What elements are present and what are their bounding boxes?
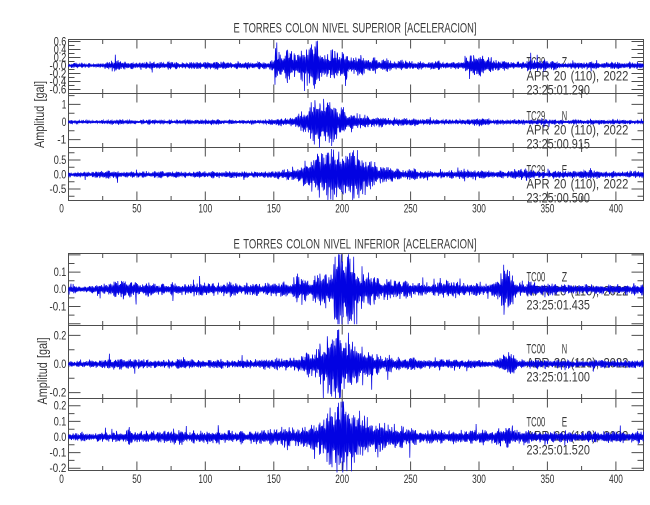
svg-text:50: 50 xyxy=(132,474,141,486)
svg-text:APR 20 (110), 2022: APR 20 (110), 2022 xyxy=(527,122,629,138)
svg-text:1: 1 xyxy=(62,99,67,111)
svg-text:Amplitud [gal]: Amplitud [gal] xyxy=(34,338,50,405)
svg-text:TC00: TC00 xyxy=(527,414,546,430)
svg-text:0.5: 0.5 xyxy=(54,155,67,167)
svg-text:23:25:00.915: 23:25:00.915 xyxy=(527,136,591,152)
svg-text:350: 350 xyxy=(541,203,555,215)
svg-text:100: 100 xyxy=(198,474,212,486)
svg-text:100: 100 xyxy=(198,203,212,215)
svg-text:-0.5: -0.5 xyxy=(50,184,67,196)
svg-text:23:25:00.500: 23:25:00.500 xyxy=(527,190,591,206)
svg-text:-0.1: -0.1 xyxy=(50,301,67,313)
svg-text:-1: -1 xyxy=(57,135,66,147)
svg-text:23:25:01.290: 23:25:01.290 xyxy=(527,82,591,98)
svg-text:-0.2: -0.2 xyxy=(50,463,67,475)
svg-text:0: 0 xyxy=(59,474,64,486)
svg-text:-0.4: -0.4 xyxy=(50,76,67,88)
svg-text:250: 250 xyxy=(404,474,418,486)
svg-text:-0.1: -0.1 xyxy=(50,448,67,460)
svg-text:Amplitud [gal]: Amplitud [gal] xyxy=(31,81,47,148)
svg-text:0.0: 0.0 xyxy=(54,284,67,296)
svg-text:N: N xyxy=(562,108,567,124)
svg-text:0.2: 0.2 xyxy=(54,52,67,64)
svg-text:0.1: 0.1 xyxy=(54,416,67,428)
svg-text:-0.2: -0.2 xyxy=(50,388,67,400)
svg-text:150: 150 xyxy=(267,203,281,215)
svg-text:200: 200 xyxy=(335,203,349,215)
svg-text:-0.0: -0.0 xyxy=(50,60,67,72)
svg-text:300: 300 xyxy=(472,474,486,486)
svg-text:-0.2: -0.2 xyxy=(50,68,67,80)
svg-text:50: 50 xyxy=(132,203,141,215)
svg-text:0.4: 0.4 xyxy=(54,44,67,56)
svg-text:0.0: 0.0 xyxy=(54,359,67,371)
svg-text:0.2: 0.2 xyxy=(54,401,67,413)
svg-text:-0.6: -0.6 xyxy=(50,84,67,96)
svg-text:N: N xyxy=(562,341,567,357)
svg-text:300: 300 xyxy=(472,203,486,215)
svg-text:23:25:01.520: 23:25:01.520 xyxy=(527,442,591,458)
svg-text:TC00: TC00 xyxy=(527,341,546,357)
svg-text:Z: Z xyxy=(562,54,568,70)
svg-text:E: E xyxy=(562,162,567,178)
svg-text:APR 20 (110), 2022: APR 20 (110), 2022 xyxy=(527,176,629,192)
svg-text:0.0: 0.0 xyxy=(54,432,67,444)
svg-text:350: 350 xyxy=(541,474,555,486)
svg-text:0.2: 0.2 xyxy=(54,330,67,342)
svg-text:400: 400 xyxy=(609,203,623,215)
svg-text:0.1: 0.1 xyxy=(54,267,67,279)
svg-text:E: E xyxy=(562,414,567,430)
svg-text:0.6: 0.6 xyxy=(54,36,67,48)
svg-text:400: 400 xyxy=(609,474,623,486)
svg-text:Z: Z xyxy=(562,269,568,285)
svg-text:0: 0 xyxy=(62,117,67,129)
svg-text:150: 150 xyxy=(267,474,281,486)
svg-text:TC00: TC00 xyxy=(527,269,546,285)
svg-text:250: 250 xyxy=(404,203,418,215)
svg-text:23:25:01.435: 23:25:01.435 xyxy=(527,297,591,313)
svg-text:200: 200 xyxy=(335,474,349,486)
svg-text:E TORRES COLON NIVEL SUPERIOR: E TORRES COLON NIVEL SUPERIOR [ACELERACI… xyxy=(234,20,477,36)
svg-text:APR 20 (110), 2022: APR 20 (110), 2022 xyxy=(527,68,629,84)
svg-text:0: 0 xyxy=(59,203,64,215)
svg-text:23:25:01.100: 23:25:01.100 xyxy=(527,369,591,385)
svg-text:E TORRES COLON NIVEL INFERIOR: E TORRES COLON NIVEL INFERIOR [ACELERACI… xyxy=(234,236,477,252)
svg-text:0.0: 0.0 xyxy=(54,169,67,181)
